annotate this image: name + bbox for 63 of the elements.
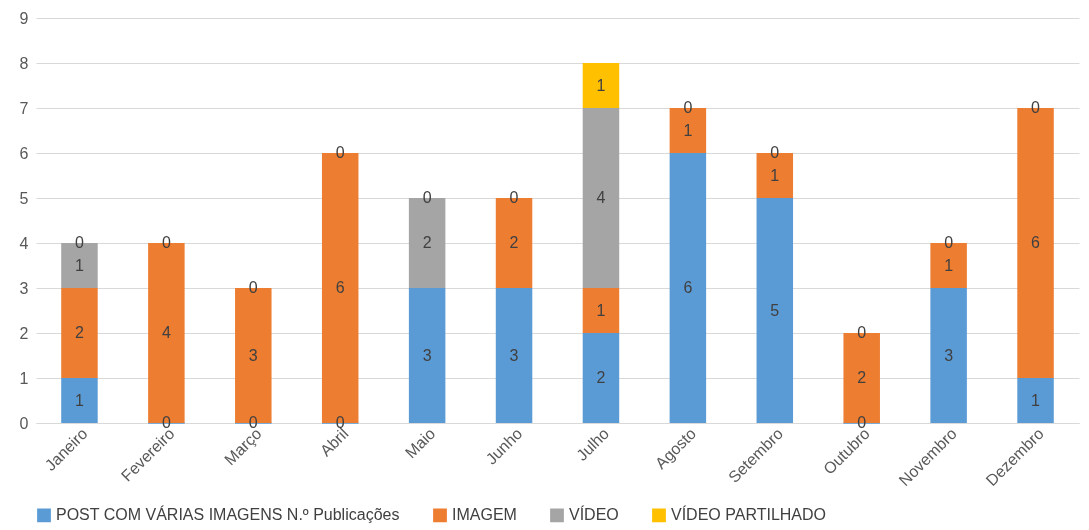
data-label: 3 xyxy=(248,346,258,364)
legend-label: VÍDEO xyxy=(569,505,619,524)
y-tick-label: 3 xyxy=(19,279,29,297)
data-label: 0 xyxy=(335,144,345,161)
data-label: 0 xyxy=(857,324,867,341)
data-label: 1 xyxy=(596,76,606,94)
data-label: 3 xyxy=(944,346,954,364)
bar xyxy=(756,198,794,423)
data-label: 0 xyxy=(770,144,780,161)
data-label: 0 xyxy=(75,234,85,251)
y-tick-label: 2 xyxy=(19,324,29,342)
data-label: 2 xyxy=(857,369,867,386)
bar xyxy=(669,153,707,423)
data-label: 0 xyxy=(857,414,867,431)
data-label: 0 xyxy=(509,189,519,206)
data-label: 3 xyxy=(422,346,432,364)
data-label: 3 xyxy=(509,346,519,364)
data-label: 2 xyxy=(509,234,519,251)
bar xyxy=(930,288,967,423)
y-tick-label: 7 xyxy=(19,99,29,117)
data-label: 0 xyxy=(1031,99,1041,116)
legend-label: POST COM VÁRIAS IMAGENS N.º Publicações xyxy=(56,505,400,524)
data-label: 5 xyxy=(770,301,780,319)
y-tick-label: 5 xyxy=(19,189,29,207)
bar xyxy=(582,288,620,333)
data-label: 0 xyxy=(248,414,258,431)
data-label: 0 xyxy=(161,414,171,431)
data-label: 2 xyxy=(596,369,606,386)
data-label: 1 xyxy=(1031,391,1041,409)
data-label: 1 xyxy=(75,256,85,274)
data-label: 1 xyxy=(770,166,780,184)
data-label: 4 xyxy=(161,324,171,341)
data-label: 6 xyxy=(335,279,345,296)
data-label: 0 xyxy=(683,99,693,116)
legend-label: VÍDEO PARTILHADO xyxy=(671,505,826,524)
data-label: 1 xyxy=(596,301,606,319)
data-label: 0 xyxy=(248,279,258,296)
bar xyxy=(582,333,620,423)
y-tick-label: 1 xyxy=(19,369,29,387)
bar xyxy=(408,288,446,423)
data-label: 0 xyxy=(422,189,432,206)
bar xyxy=(1017,378,1054,423)
data-label: 1 xyxy=(683,121,693,139)
data-label: 4 xyxy=(596,189,606,206)
bar xyxy=(582,63,620,108)
data-label: 1 xyxy=(75,391,85,409)
data-label: 6 xyxy=(683,279,693,296)
data-label: 2 xyxy=(75,324,85,341)
legend-label: IMAGEM xyxy=(452,506,517,524)
y-tick-label: 0 xyxy=(19,414,29,432)
data-label: 1 xyxy=(944,256,954,274)
y-tick-label: 4 xyxy=(19,234,29,252)
bar xyxy=(495,288,533,423)
bar xyxy=(582,108,620,288)
bar xyxy=(61,288,98,378)
y-tick-label: 8 xyxy=(19,54,29,72)
data-label: 0 xyxy=(161,234,171,251)
y-tick-label: 6 xyxy=(19,144,29,162)
data-label: 2 xyxy=(422,234,432,251)
y-tick-label: 9 xyxy=(19,9,29,27)
data-label: 6 xyxy=(1031,234,1041,251)
data-label: 0 xyxy=(944,234,954,251)
bar xyxy=(61,378,98,423)
